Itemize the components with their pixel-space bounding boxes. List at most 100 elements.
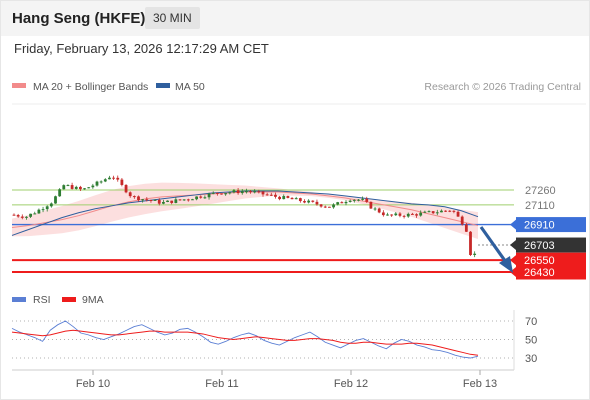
candle-body (132, 196, 136, 198)
candle-body (357, 199, 360, 201)
level-tag-text-26430: 26430 (524, 267, 555, 279)
candle-body (58, 189, 62, 197)
candle-body (464, 224, 468, 232)
legend-label-rsi: RSI (33, 294, 51, 306)
candle-body (377, 208, 381, 213)
instrument-title: Hang Seng (HKFE) (12, 10, 146, 27)
legend-swatch-rsi (12, 297, 26, 302)
candle-body (203, 197, 207, 199)
level-tag-text-26910: 26910 (524, 220, 555, 232)
candle-body (419, 212, 423, 216)
candle-body (162, 201, 165, 204)
candle-body (282, 196, 286, 200)
rsi-tick-30: 30 (525, 353, 537, 365)
candle-body (361, 198, 364, 200)
candle-body (153, 199, 157, 201)
candle-body (83, 188, 86, 190)
rsi-tick-70: 70 (525, 316, 537, 328)
candle-body (328, 206, 331, 208)
candle-body (145, 199, 149, 201)
candle-body (211, 192, 215, 194)
candle-body (54, 196, 57, 204)
candle-body (431, 211, 435, 214)
rsi-line (11, 320, 479, 359)
candle-body (128, 192, 132, 197)
candle-body (166, 200, 169, 202)
candle-body (261, 191, 265, 195)
timestamp: Friday, February 13, 2026 12:17:29 AM CE… (14, 41, 269, 56)
candle-body (240, 191, 244, 194)
candle-body (149, 200, 153, 202)
candle-body (45, 206, 49, 210)
candle-body (33, 213, 37, 215)
candle-body (286, 196, 290, 198)
candle-body (332, 204, 335, 208)
candle-body (253, 191, 257, 193)
candle-body (398, 213, 402, 216)
candle-body (344, 201, 348, 204)
candle-body (269, 194, 273, 196)
candle-body (473, 253, 477, 255)
candle-body (224, 193, 228, 195)
main-legend: MA 20 + Bollinger Bands MA 50 (12, 81, 205, 93)
candle-body (99, 181, 103, 183)
candle-body (120, 179, 124, 185)
candle-body (207, 193, 211, 198)
candle-body (274, 194, 277, 197)
level-tag-26910 (516, 217, 586, 233)
level-tag-26703 (516, 237, 586, 253)
candle-body (186, 199, 190, 201)
candle-body (307, 200, 311, 203)
legend-label-9ma: 9MA (82, 294, 104, 306)
candle-body (220, 193, 223, 195)
candle-body (319, 204, 323, 207)
candle-body (79, 186, 82, 190)
candle-body (435, 212, 439, 214)
candle-body (124, 184, 128, 193)
candle-body (215, 192, 219, 194)
candle-body (178, 199, 182, 201)
candle-body (448, 210, 452, 212)
candle-body (352, 199, 356, 201)
candle-body (340, 202, 344, 204)
candle-body (232, 190, 236, 193)
level-label-27260: 27260 (525, 185, 556, 197)
candle-body (348, 200, 352, 202)
interval-badge[interactable]: 30 MIN (145, 7, 200, 29)
candle-body (228, 192, 232, 194)
candle-body (103, 179, 107, 182)
legend-label-bollinger: MA 20 + Bollinger Bands (33, 81, 148, 93)
candle-body (182, 199, 186, 201)
candle-body (199, 196, 203, 198)
x-tick-label: Feb 12 (334, 378, 368, 390)
candle-body (249, 191, 252, 193)
legend-label-ma50: MA 50 (175, 81, 205, 93)
candle-body (444, 210, 447, 212)
candle-body (29, 213, 32, 217)
forecast-arrow-shaft (479, 226, 510, 266)
candle-body (108, 177, 111, 180)
header-band (1, 1, 589, 36)
candle-body (402, 215, 406, 217)
candle-body (369, 201, 373, 209)
candle-body (386, 214, 389, 216)
candle-body (137, 196, 140, 201)
candle-body (112, 177, 115, 179)
candle-body (141, 199, 145, 201)
candle-body (174, 199, 178, 203)
rsi-9ma-line (11, 329, 479, 356)
candle-body (298, 198, 302, 202)
candle-body (294, 198, 298, 200)
copyright-text: Research © 2026 Trading Central (424, 81, 581, 93)
candle-body (323, 206, 327, 208)
x-tick-label: Feb 11 (205, 378, 238, 390)
candle-body (456, 211, 460, 217)
forecast-arrow-head (499, 256, 513, 273)
candle-body (365, 198, 369, 202)
candle-body (311, 200, 315, 202)
candle-body (41, 209, 45, 211)
candle-body (452, 210, 456, 212)
candle-body (245, 191, 248, 193)
candle-body (95, 181, 99, 186)
candle-body (423, 211, 427, 213)
